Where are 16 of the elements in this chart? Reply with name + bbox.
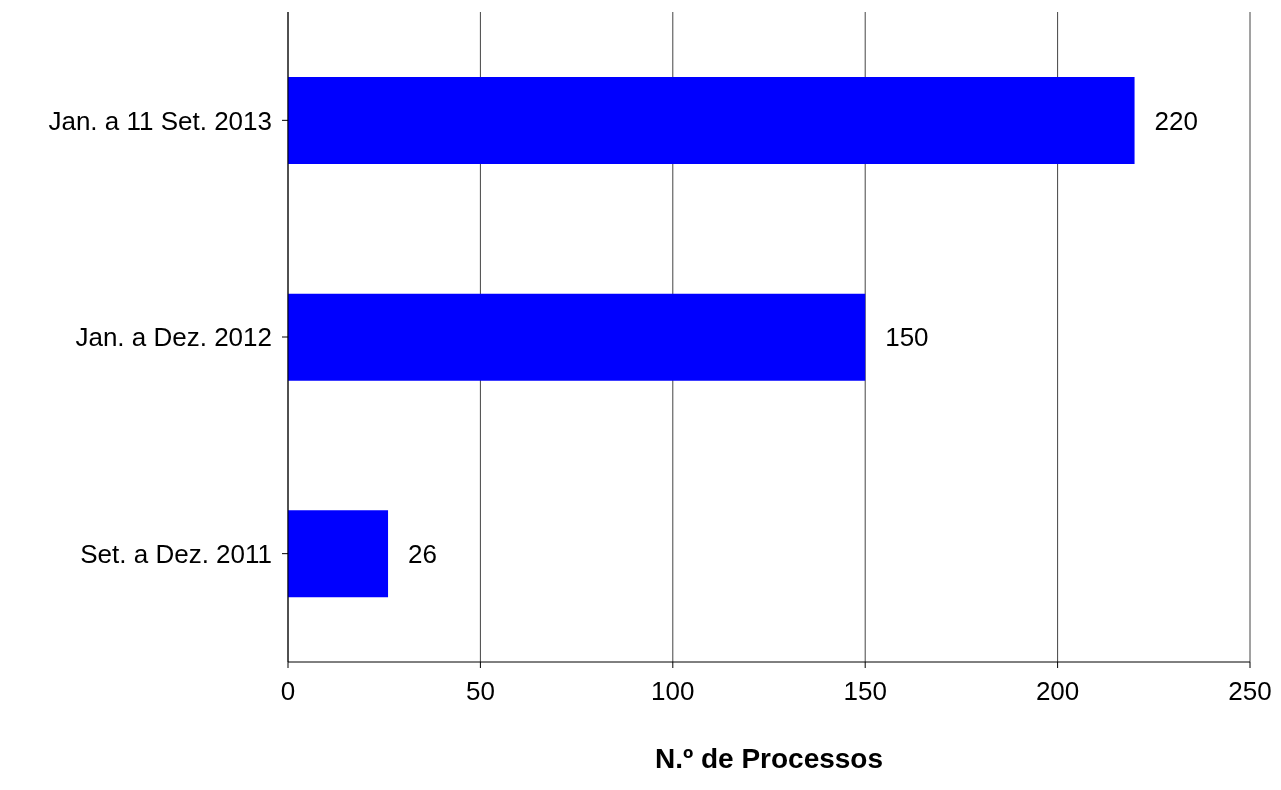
- y-tick-label: Set. a Dez. 2011: [80, 538, 272, 569]
- x-tick-label: 250: [1228, 676, 1272, 707]
- data-label: 26: [408, 539, 437, 570]
- x-axis-title: N.º de Processos: [654, 743, 884, 774]
- bar: [288, 293, 866, 381]
- bar: [288, 510, 389, 598]
- bar: [288, 77, 1135, 164]
- x-tick-label: 0: [280, 676, 296, 707]
- x-tick-label: 100: [651, 676, 695, 707]
- data-label: 220: [1154, 105, 1198, 136]
- y-tick-label: Jan. a Dez. 2012: [75, 322, 272, 353]
- x-tick-label: 200: [1035, 676, 1080, 707]
- x-tick-label: 50: [465, 676, 495, 707]
- x-tick-label: 150: [843, 676, 887, 707]
- data-label: 150: [885, 322, 929, 353]
- y-tick-label: Jan. a 11 Set. 2013: [48, 105, 272, 136]
